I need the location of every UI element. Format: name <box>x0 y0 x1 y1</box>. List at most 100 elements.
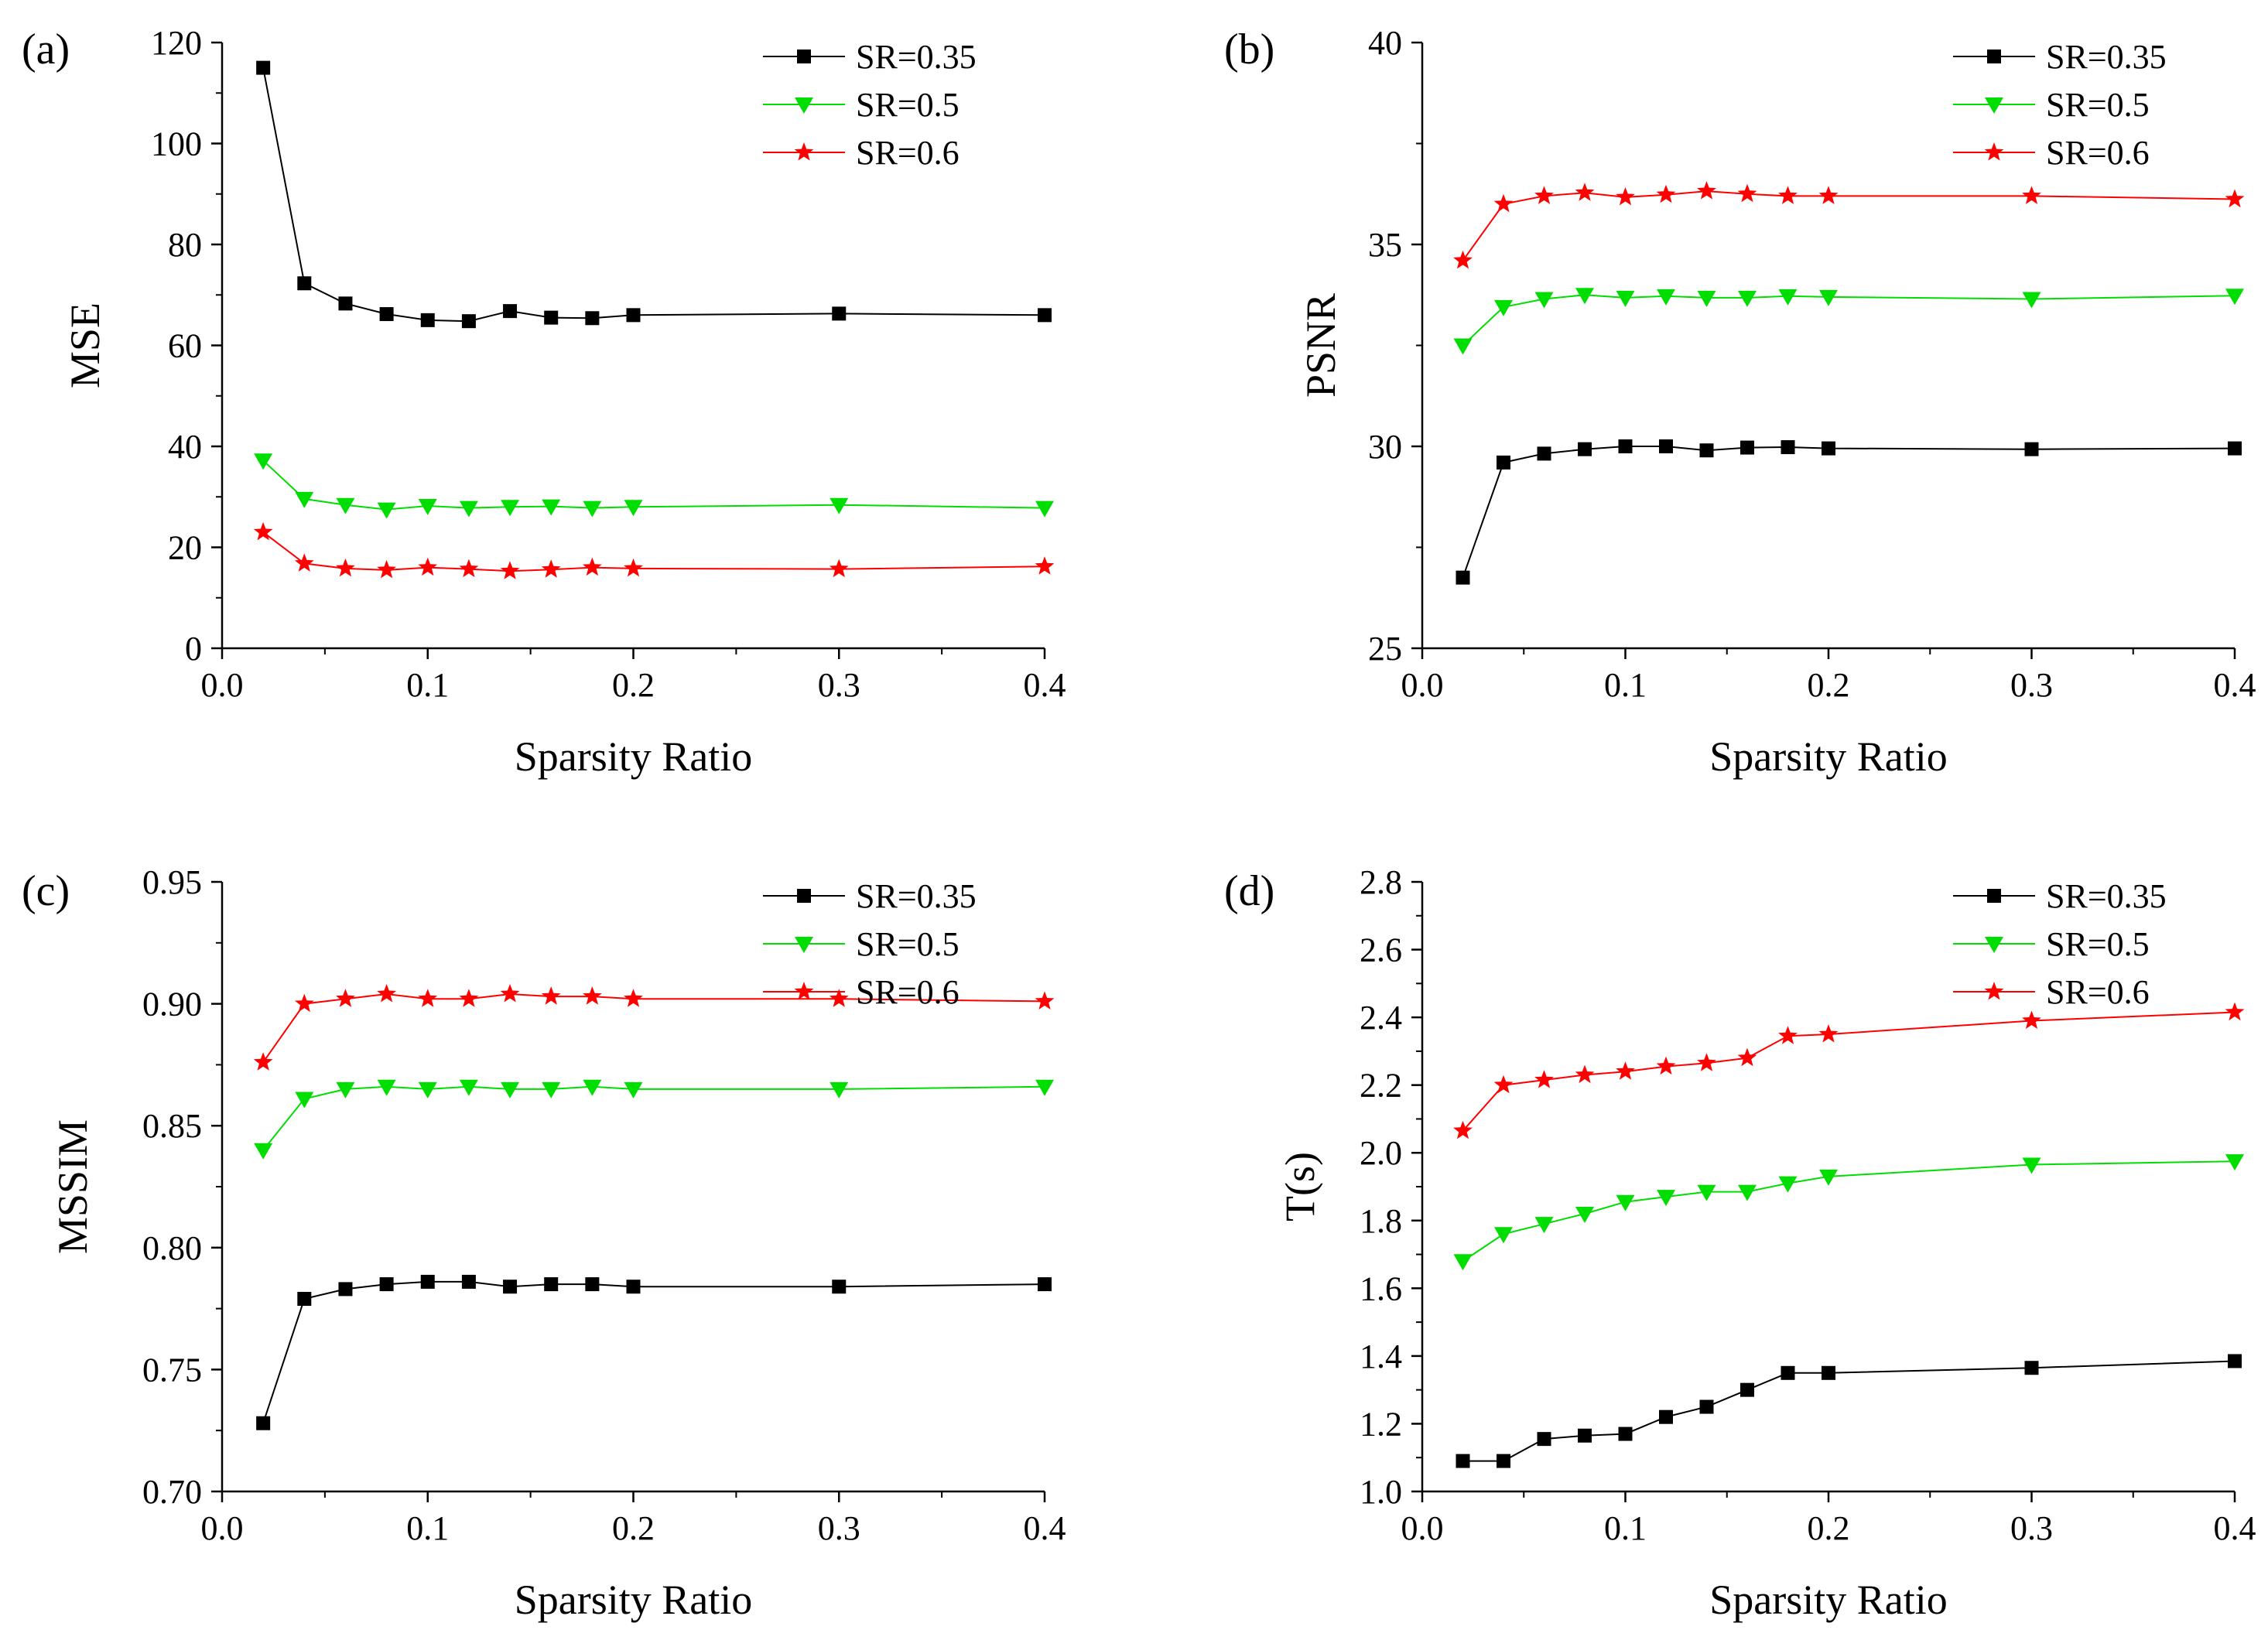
data-point <box>1738 1184 1757 1201</box>
legend-label: SR=0.6 <box>856 973 960 1011</box>
data-point <box>626 308 641 323</box>
x-tick-label: 0.2 <box>1808 1509 1850 1547</box>
legend-item: SR=0.5 <box>1953 86 2150 124</box>
data-point <box>542 1081 561 1098</box>
legend-item: SR=0.35 <box>1953 877 2167 915</box>
legend-item: SR=0.6 <box>1953 134 2150 172</box>
y-axis-title: PSNR <box>1298 293 1344 398</box>
data-point <box>1035 556 1055 575</box>
y-tick-label: 0.90 <box>142 986 202 1023</box>
data-point <box>336 497 355 514</box>
legend-label: SR=0.5 <box>2046 925 2150 963</box>
data-point <box>585 1277 600 1292</box>
y-tick-label: 120 <box>151 24 202 62</box>
data-point <box>1534 1070 1554 1088</box>
legend-marker <box>1985 937 2003 953</box>
series-line <box>262 993 1045 1063</box>
data-point <box>2022 186 2041 204</box>
data-point <box>336 989 355 1007</box>
data-point <box>256 60 271 75</box>
x-axis-title: Sparsity Ratio <box>515 733 753 780</box>
data-point <box>624 1081 643 1098</box>
data-point <box>503 1280 518 1294</box>
data-point <box>1035 501 1054 518</box>
data-point <box>1578 442 1592 456</box>
data-point <box>420 313 435 327</box>
legend-label: SR=0.5 <box>856 925 960 963</box>
y-tick-label: 30 <box>1368 428 1402 466</box>
data-point <box>542 499 561 516</box>
data-point <box>1740 1382 1754 1397</box>
data-point <box>501 1081 520 1098</box>
legend: SR=0.35 SR=0.5 SR=0.6 <box>1953 877 2167 1011</box>
panel-label: (a) <box>22 26 70 73</box>
data-point <box>1534 292 1554 309</box>
y-tick-label: 2.6 <box>1360 931 1402 969</box>
y-tick-label: 60 <box>168 327 202 365</box>
data-point <box>1818 1024 1839 1043</box>
legend-label: SR=0.35 <box>856 877 977 915</box>
data-point <box>1497 1454 1510 1468</box>
series-sr-0-35 <box>1456 1354 2242 1468</box>
x-axis-title: Sparsity Ratio <box>515 1577 753 1623</box>
data-point <box>379 307 394 322</box>
series-line <box>1462 1160 2236 1262</box>
legend-marker <box>795 97 813 114</box>
data-point <box>1578 1428 1592 1443</box>
data-point <box>338 296 353 311</box>
y-axis-title: MSSIM <box>50 1119 96 1254</box>
data-point <box>1616 290 1635 307</box>
data-point <box>379 1277 394 1292</box>
data-point <box>1453 1120 1473 1139</box>
series-sr-0-35 <box>256 1274 1052 1430</box>
x-tick-label: 0.0 <box>1401 666 1444 704</box>
data-point <box>295 491 314 508</box>
data-point <box>1822 1365 1835 1380</box>
data-point <box>336 1081 355 1098</box>
data-point <box>1616 1061 1635 1080</box>
data-point <box>420 1274 435 1289</box>
data-point <box>626 1280 641 1294</box>
legend-marker <box>794 142 814 161</box>
data-point <box>544 1277 559 1292</box>
data-point <box>1822 441 1835 456</box>
y-tick-label: 0.70 <box>142 1473 202 1511</box>
data-point <box>2228 441 2242 456</box>
series-line <box>1462 446 2236 578</box>
data-point <box>1697 181 1716 200</box>
data-point <box>459 1079 478 1096</box>
x-tick-label: 0.3 <box>818 1509 860 1547</box>
y-tick-label: 25 <box>1368 630 1402 668</box>
data-point <box>1819 289 1838 306</box>
data-point <box>1453 338 1473 355</box>
legend-marker <box>795 937 813 953</box>
data-point <box>829 989 849 1007</box>
data-point <box>583 1079 602 1096</box>
data-point <box>2225 189 2245 208</box>
data-point <box>1616 186 1635 206</box>
y-tick-label: 40 <box>168 428 202 466</box>
data-point <box>1575 288 1594 305</box>
y-tick-label: 1.2 <box>1360 1405 1402 1443</box>
data-point <box>500 984 520 1003</box>
x-tick-label: 0.4 <box>1024 666 1066 704</box>
data-point <box>1497 455 1510 470</box>
y-tick-label: 0.75 <box>142 1351 202 1389</box>
data-point <box>1453 250 1473 269</box>
y-tick-label: 2.8 <box>1360 863 1402 901</box>
chart-panel-d: 1.0 1.2 1.4 1.6 1.8 2.0 2.2 2.4 2.6 2.8 0.0 0.1 0.2 0… <box>1224 863 2256 1623</box>
data-point <box>1818 186 1839 204</box>
data-point <box>501 500 520 517</box>
series-sr-0-35 <box>1456 439 2242 585</box>
x-tick-label: 0.4 <box>1024 1509 1066 1547</box>
y-tick-label: 0.80 <box>142 1229 202 1267</box>
legend-item: SR=0.35 <box>763 877 977 915</box>
legend-marker <box>1985 97 2003 114</box>
data-point <box>1699 1399 1714 1414</box>
data-point <box>1618 439 1633 453</box>
y-tick-label: 2.0 <box>1360 1134 1402 1172</box>
x-tick-label: 0.2 <box>612 1509 655 1547</box>
data-point <box>2022 1157 2041 1174</box>
legend: SR=0.35 SR=0.5 SR=0.6 <box>763 38 977 172</box>
